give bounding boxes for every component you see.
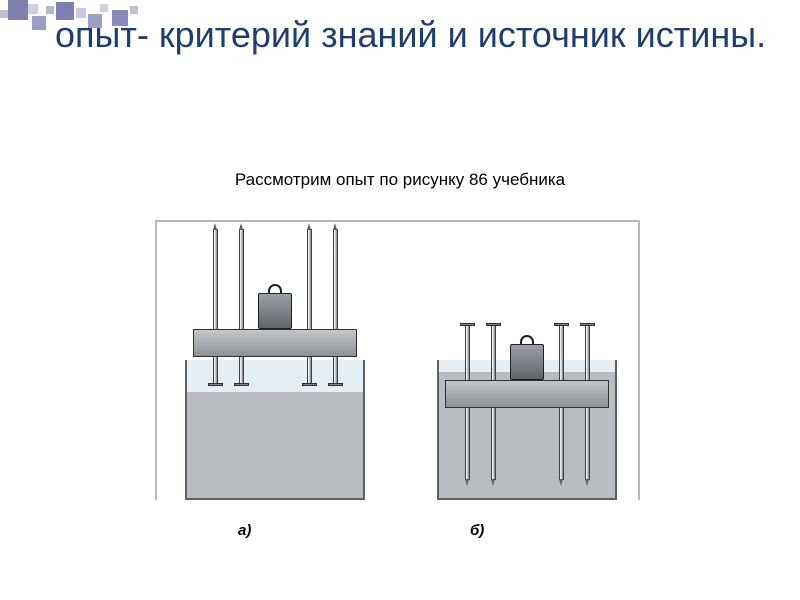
- panel-b: [437, 224, 617, 500]
- caption-a: а): [238, 522, 251, 539]
- weight-handle-b: [520, 335, 534, 344]
- deco-square: [100, 4, 108, 12]
- deco-square: [28, 4, 38, 14]
- caption-b: б): [470, 522, 484, 539]
- deco-square: [0, 10, 8, 18]
- weight-a: [258, 293, 292, 329]
- sand-container-a: [185, 360, 365, 500]
- weight-b: [510, 344, 544, 380]
- deco-square: [46, 6, 54, 14]
- nail-a-1: [213, 229, 218, 384]
- board-b: [445, 380, 609, 408]
- nail-a-4: [333, 229, 338, 384]
- deco-square: [8, 0, 28, 20]
- slide-subtitle: Рассмотрим опыт по рисунку 86 учебника: [0, 170, 800, 190]
- weight-handle-a: [268, 284, 282, 293]
- deco-square: [32, 16, 46, 30]
- nail-a-3: [307, 229, 312, 384]
- nail-a-2: [239, 229, 244, 384]
- slide-title: опыт- критерий знаний и источник истины.: [55, 12, 770, 57]
- board-a: [193, 329, 357, 357]
- panel-a: [185, 224, 365, 500]
- sand-fill-a: [187, 392, 363, 498]
- experiment-figure: [155, 220, 640, 500]
